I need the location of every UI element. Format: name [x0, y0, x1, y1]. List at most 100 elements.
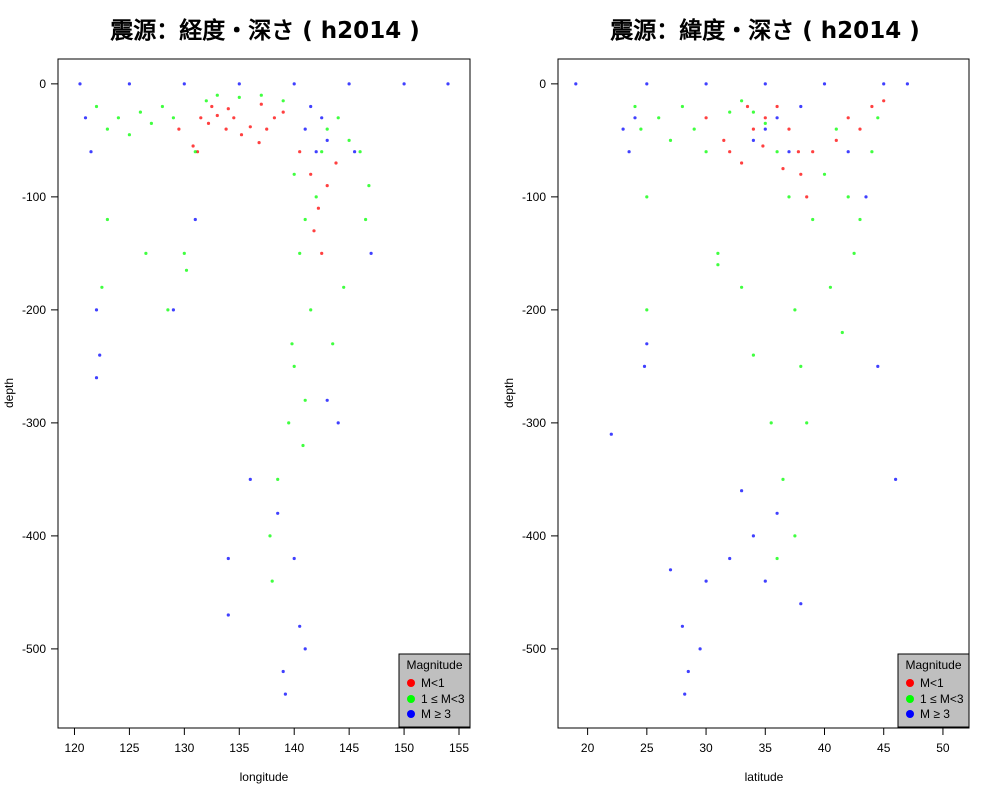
point-m-3-10 — [642, 364, 647, 368]
point-m-3-4 — [822, 82, 827, 86]
point-1-m-3-28 — [276, 477, 280, 481]
point-m-3-7 — [621, 127, 625, 131]
point-m-3-13 — [763, 127, 767, 131]
point-1-m-3-3 — [645, 308, 649, 312]
point-m-3-1 — [127, 82, 131, 86]
y-tick-label-300: -300 — [522, 416, 546, 430]
x-tick-label-135: 135 — [229, 741, 249, 755]
point-m-3-13 — [303, 127, 307, 131]
point-m-1-1 — [206, 121, 211, 125]
x-tick-label-45: 45 — [877, 741, 891, 755]
y-axis: 0 -100 -200 -300 -400 -500 — [522, 77, 558, 656]
point-m-3-3 — [237, 82, 241, 86]
point-1-m-3-35 — [100, 285, 104, 289]
point-m-3-10 — [94, 308, 99, 312]
y-tick-label-500: -500 — [522, 642, 546, 656]
point-m-3-4 — [292, 82, 296, 86]
point-m-1-20 — [177, 127, 181, 131]
point-1-m-3-9 — [716, 251, 720, 255]
point-1-m-3-14 — [259, 93, 263, 97]
point-m-1-12 — [858, 127, 862, 131]
point-1-m-3-17 — [298, 251, 302, 255]
point-1-m-3-20 — [793, 534, 797, 538]
point-m-3-11 — [98, 353, 102, 357]
point-m-3-22 — [298, 624, 302, 628]
point-m-3-17 — [325, 138, 329, 142]
point-1-m-3-31 — [740, 285, 744, 289]
point-m-1-9 — [272, 116, 276, 120]
point-m-3-2 — [182, 82, 186, 86]
point-m-3-26 — [740, 489, 744, 493]
point-1-m-3-11 — [728, 110, 732, 114]
point-1-m-3-14 — [763, 121, 767, 125]
x-tick-label-20: 20 — [581, 741, 595, 755]
point-1-m-3-30 — [751, 353, 756, 357]
point-m-3-17 — [751, 138, 756, 142]
chart-title: 震源：経度・深さ ( h2014 ) — [110, 17, 419, 44]
point-1-m-3-32 — [301, 443, 305, 448]
legend-title: Magnitude — [905, 658, 961, 672]
point-m-3-15 — [787, 150, 791, 154]
point-1-m-3-32 — [769, 421, 773, 425]
y-tick-label-100: -100 — [22, 190, 46, 204]
point-m-1-16 — [334, 161, 338, 165]
point-m-3-20 — [876, 364, 880, 368]
point-m-3-0 — [78, 82, 82, 86]
point-1-m-3-9 — [184, 268, 189, 272]
point-m-3-28 — [171, 308, 175, 312]
point-1-m-3-33 — [775, 556, 779, 561]
point-m-1-1 — [728, 150, 732, 154]
legend-marker-m-lt-1 — [906, 679, 914, 687]
point-m-3-8 — [627, 150, 631, 154]
legend-label-m-ge-3: M ≥ 3 — [421, 707, 451, 721]
latitude-depth-panel: 震源：緯度・深さ ( h2014 ) 20 25 30 35 40 45 50 0 -100 -… — [502, 17, 970, 784]
point-m-3-25 — [248, 477, 252, 481]
y-tick-label-200: -200 — [522, 303, 546, 317]
point-m-1-11 — [191, 144, 195, 148]
point-1-m-3-5 — [149, 121, 153, 125]
point-m-3-6 — [402, 82, 406, 86]
point-m-1-7 — [257, 141, 261, 145]
legend-title: Magnitude — [406, 658, 462, 672]
point-m-1-13 — [309, 172, 313, 176]
point-m-3-30 — [728, 556, 732, 561]
point-m-3-16 — [309, 104, 313, 109]
point-1-m-3-8 — [182, 251, 186, 255]
point-1-m-3-1 — [639, 127, 643, 131]
point-m-1-11 — [846, 116, 850, 120]
point-1-m-3-16 — [292, 172, 296, 176]
point-m-1-8 — [265, 127, 269, 131]
point-1-m-3-6 — [160, 104, 164, 109]
legend-label-m-lt-1: M<1 — [421, 676, 445, 690]
point-1-m-3-7 — [171, 116, 175, 120]
y-tick-label-300: -300 — [22, 416, 46, 430]
point-1-m-3-27 — [287, 421, 291, 425]
point-m-3-31 — [336, 421, 340, 425]
point-m-3-27 — [226, 613, 230, 617]
point-1-m-3-0 — [94, 104, 99, 109]
plot-frame — [557, 58, 970, 729]
point-m-1-22 — [312, 229, 316, 233]
point-m-1-4 — [232, 116, 236, 120]
point-m-1-14 — [316, 206, 320, 210]
point-1-m-3-27 — [858, 217, 862, 222]
point-1-m-3-30 — [270, 579, 274, 583]
point-1-m-3-29 — [268, 534, 272, 538]
point-1-m-3-18 — [799, 364, 803, 368]
point-m-3-27 — [751, 534, 756, 538]
x-tick-label-125: 125 — [119, 741, 139, 755]
point-1-m-3-33 — [290, 342, 294, 346]
point-m-3-12 — [609, 432, 613, 436]
point-m-1-15 — [325, 184, 329, 188]
point-1-m-3-13 — [237, 95, 241, 99]
y-tick-label-400: -400 — [522, 529, 546, 543]
legend-marker-m-ge-3 — [407, 710, 415, 718]
point-m-3-26 — [226, 556, 230, 561]
point-m-3-2 — [704, 82, 708, 86]
point-1-m-3-31 — [303, 398, 307, 402]
point-1-m-3-28 — [870, 150, 874, 154]
point-m-3-5 — [347, 82, 351, 86]
point-1-m-3-5 — [668, 138, 673, 142]
point-1-m-3-18 — [303, 217, 307, 222]
